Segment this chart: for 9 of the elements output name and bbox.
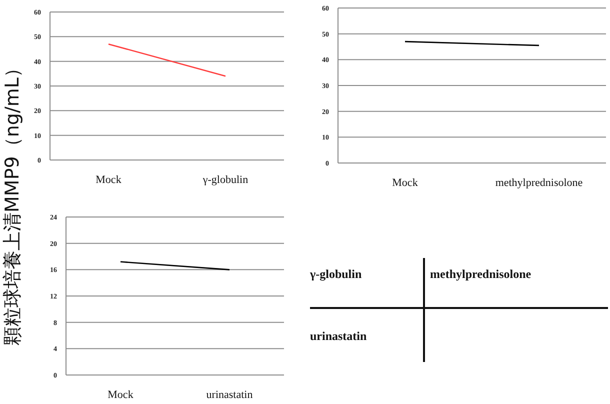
x-tick-label: γ-globulin	[202, 174, 249, 186]
x-tick-label: Mock	[392, 177, 418, 189]
x-tick-label: methylprednisolone	[495, 177, 583, 189]
text: urinastatin	[310, 329, 368, 343]
x-tick-label: Mock	[96, 174, 122, 186]
text: methylprednisolone	[430, 267, 532, 281]
text: γ-globulin	[309, 267, 362, 281]
x-tick-label: Mock	[108, 389, 134, 401]
y-axis-title: 顆粒球培養上清MMP9（ng/mL）	[2, 58, 24, 346]
